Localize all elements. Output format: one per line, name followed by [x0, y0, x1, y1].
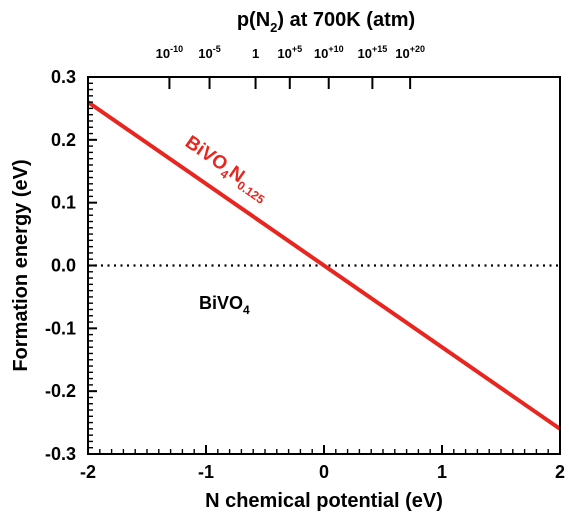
y-tick-label: 0.3: [51, 67, 76, 87]
top-tick-label: 10+15: [358, 44, 388, 61]
top-axis-title: p(N2) at 700K (atm): [237, 9, 415, 35]
top-tick-label: 10+10: [314, 44, 344, 61]
top-tick-label: 10-10: [156, 44, 183, 61]
series-group: [86, 100, 562, 431]
x-tick-label: -2: [80, 462, 96, 482]
top-tick-label: 10-5: [198, 44, 220, 61]
x-axis-label: N chemical potential (eV): [205, 490, 443, 512]
top-tick-label: 10+5: [277, 44, 302, 61]
top-tick-label: 1: [252, 46, 259, 61]
x-tick-label: -1: [198, 462, 214, 482]
x-axis-ticks: -2 -1 0 1 2: [80, 445, 565, 482]
x-tick-label: 1: [437, 462, 447, 482]
y-tick-label: -0.2: [45, 381, 76, 401]
top-axis-ticks: 10-10 10-5 1 10+5 10+10 10+15 10+20: [156, 44, 425, 89]
y-tick-label: -0.3: [45, 444, 76, 464]
top-axis-title-text: p(N2) at 700K (atm): [237, 9, 415, 35]
top-tick-label: 10+20: [395, 44, 425, 61]
y-axis-label: Formation energy (eV): [10, 159, 32, 371]
x-tick-label: 0: [319, 462, 329, 482]
y-tick-label: 0.0: [51, 256, 76, 276]
series-line-0: [86, 100, 562, 431]
reference-line-label: BiVO4: [199, 293, 250, 317]
y-tick-label: 0.1: [51, 193, 76, 213]
y-axis-ticks: 0.3 0.2 0.1 0.0 -0.1 -0.2 -0.3: [45, 67, 97, 464]
y-tick-label: -0.1: [45, 318, 76, 338]
x-tick-label: 2: [555, 462, 565, 482]
y-tick-label: 0.2: [51, 130, 76, 150]
